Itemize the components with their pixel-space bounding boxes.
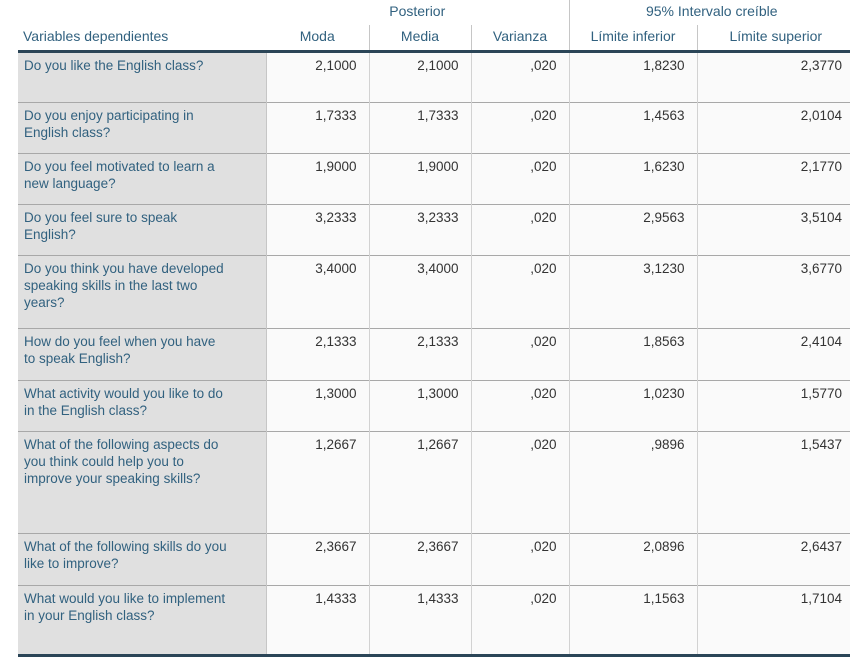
cell-limite-inferior: 1,1563: [568, 584, 697, 657]
cell-varianza: ,020: [470, 152, 569, 204]
table-body: Do you like the English class? 2,1000 2,10…: [10, 51, 850, 657]
cell-media: 2,1000: [368, 51, 471, 102]
cell-limite-superior: 2,0104: [696, 101, 850, 153]
cell-moda: 2,3667: [266, 532, 369, 585]
cell-limite-superior: 2,3770: [696, 51, 850, 102]
cell-limite-inferior: 1,0230: [568, 379, 697, 431]
cell-media: 1,2667: [368, 430, 471, 533]
cell-media: 3,4000: [368, 254, 471, 328]
column-header-limite-inferior: Límite inferior: [568, 25, 697, 53]
cell-varianza: ,020: [470, 101, 569, 153]
table-row: Do you feel sure to speak English? 3,2333…: [10, 203, 850, 255]
cell-limite-superior: 2,6437: [696, 532, 850, 585]
cell-varianza: ,020: [470, 532, 569, 585]
cell-media: 1,7333: [368, 101, 471, 153]
table-row: How do you feel when you have to speak E…: [10, 327, 850, 380]
row-label: Do you enjoy participating in English cl…: [10, 101, 267, 153]
group-header-posterior: Posterior: [266, 0, 569, 25]
cell-media: 2,3667: [368, 532, 471, 585]
column-header-varianza: Varianza: [470, 25, 569, 53]
group-header-95-intervalo-creible: 95% Intervalo creíble: [568, 0, 850, 25]
cell-varianza: ,020: [470, 430, 569, 533]
cell-moda: 1,9000: [266, 152, 369, 204]
column-header-limite-superior: Límite superior: [696, 25, 850, 53]
cell-moda: 1,4333: [266, 584, 369, 657]
row-label: What of the following skills do you like…: [10, 532, 267, 585]
cell-media: 1,3000: [368, 379, 471, 431]
cell-varianza: ,020: [470, 379, 569, 431]
cell-varianza: ,020: [470, 584, 569, 657]
cell-limite-superior: 1,5437: [696, 430, 850, 533]
row-label: Do you like the English class?: [10, 51, 267, 102]
cell-varianza: ,020: [470, 51, 569, 102]
table-row: Do you enjoy participating in English cl…: [10, 101, 850, 153]
cell-moda: 1,7333: [266, 101, 369, 153]
bayesian-posterior-table: Variables dependientes Posterior 95% Int…: [10, 0, 850, 657]
row-label: What would you like to implement in your…: [10, 584, 267, 657]
cell-moda: 3,4000: [266, 254, 369, 328]
cell-limite-superior: 1,7104: [696, 584, 850, 657]
cell-limite-superior: 2,4104: [696, 327, 850, 380]
column-header-row: Moda Media Varianza Límite inferior Lími…: [14, 25, 850, 53]
column-header-variables-dependientes: Variables dependientes: [14, 0, 266, 53]
row-label: Do you feel motivated to learn a new lan…: [10, 152, 267, 204]
cell-limite-inferior: 1,8563: [568, 327, 697, 380]
cell-limite-superior: 2,1770: [696, 152, 850, 204]
table-row: What activity would you like to do in th…: [10, 379, 850, 431]
cell-media: 3,2333: [368, 203, 471, 255]
cell-limite-superior: 3,5104: [696, 203, 850, 255]
cell-moda: 2,1000: [266, 51, 369, 102]
cell-moda: 2,1333: [266, 327, 369, 380]
cell-limite-inferior: 1,8230: [568, 51, 697, 102]
cell-moda: 1,3000: [266, 379, 369, 431]
cell-media: 1,9000: [368, 152, 471, 204]
cell-limite-superior: 3,6770: [696, 254, 850, 328]
row-label: How do you feel when you have to speak E…: [10, 327, 267, 380]
cell-media: 1,4333: [368, 584, 471, 657]
row-label: What activity would you like to do in th…: [10, 379, 267, 431]
table-row: Do you think you have developed speaking…: [10, 254, 850, 328]
row-label: Do you feel sure to speak English?: [10, 203, 267, 255]
table-header: Variables dependientes Posterior 95% Int…: [14, 0, 850, 53]
cell-limite-superior: 1,5770: [696, 379, 850, 431]
group-header-row: Variables dependientes Posterior 95% Int…: [14, 0, 850, 53]
cell-limite-inferior: 2,0896: [568, 532, 697, 585]
table-row: Do you feel motivated to learn a new lan…: [10, 152, 850, 204]
cell-limite-inferior: 1,6230: [568, 152, 697, 204]
table-row: What of the following skills do you like…: [10, 532, 850, 585]
table-row: Do you like the English class? 2,1000 2,10…: [10, 51, 850, 102]
row-label: Do you think you have developed speaking…: [10, 254, 267, 328]
row-label: What of the following aspects do you thi…: [10, 430, 267, 533]
cell-moda: 1,2667: [266, 430, 369, 533]
cell-moda: 3,2333: [266, 203, 369, 255]
cell-limite-inferior: 1,4563: [568, 101, 697, 153]
cell-limite-inferior: 3,1230: [568, 254, 697, 328]
cell-limite-inferior: ,9896: [568, 430, 697, 533]
column-header-media: Media: [368, 25, 471, 53]
cell-varianza: ,020: [470, 254, 569, 328]
cell-media: 2,1333: [368, 327, 471, 380]
cell-varianza: ,020: [470, 203, 569, 255]
cell-limite-inferior: 2,9563: [568, 203, 697, 255]
column-header-moda: Moda: [266, 25, 369, 53]
table-row: What would you like to implement in your…: [10, 584, 850, 657]
table-row: What of the following aspects do you thi…: [10, 430, 850, 533]
cell-varianza: ,020: [470, 327, 569, 380]
